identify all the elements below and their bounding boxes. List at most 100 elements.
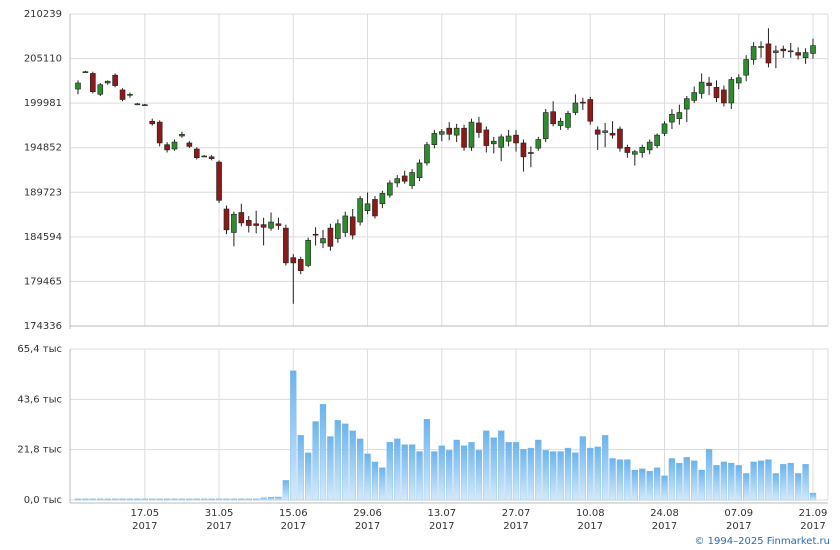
- candle-body: [387, 182, 393, 196]
- candle-body: [179, 133, 185, 137]
- volume-bar: [423, 419, 431, 501]
- candle-body: [142, 104, 148, 107]
- volume-bar: [438, 445, 445, 501]
- candle-body: [208, 156, 215, 159]
- volume-bar: [594, 446, 601, 501]
- x-tick-label: 10.08: [576, 508, 605, 519]
- candle-body: [773, 50, 779, 53]
- candle-body: [253, 223, 259, 226]
- volume-bar: [616, 459, 624, 501]
- volume-bar: [119, 498, 126, 501]
- volume-bar: [668, 458, 676, 501]
- candle-body: [810, 45, 816, 54]
- candle-body: [535, 139, 542, 149]
- candle-body: [438, 131, 445, 135]
- volume-bar: [728, 462, 735, 501]
- volume-bar: [446, 450, 453, 501]
- volume-bar: [802, 464, 809, 501]
- y-tick-label: 43,6 тыс: [17, 394, 62, 405]
- volume-bar: [639, 468, 646, 501]
- volume-bar: [89, 498, 96, 501]
- x-tick-year: 2017: [132, 521, 157, 532]
- volume-bar: [238, 498, 245, 501]
- volume-bar: [253, 498, 260, 501]
- volume-bar: [267, 497, 275, 501]
- candle-body: [602, 130, 608, 133]
- volume-bar: [676, 462, 683, 501]
- candle-body: [112, 74, 118, 86]
- volume-bar: [698, 469, 705, 501]
- volume-bar: [97, 498, 104, 501]
- candle-body: [513, 134, 519, 144]
- volume-bar: [750, 461, 757, 501]
- volume-bar: [713, 465, 720, 501]
- candle-body: [260, 224, 267, 228]
- candle-body: [297, 259, 304, 271]
- volume-bar: [765, 459, 772, 501]
- volume-bar: [512, 442, 520, 501]
- candle-body: [75, 82, 81, 90]
- volume-bar: [305, 452, 312, 501]
- candle-body: [580, 101, 586, 104]
- volume-bar: [631, 469, 638, 501]
- candle-body: [476, 122, 482, 133]
- candle-body: [490, 140, 497, 145]
- x-tick-year: 2017: [503, 521, 528, 532]
- candle-body: [231, 213, 237, 233]
- candle-body: [320, 238, 326, 244]
- volume-bar: [297, 435, 304, 501]
- candle-body: [238, 212, 245, 224]
- volume-bar: [683, 457, 690, 501]
- candle-body: [587, 99, 594, 122]
- volume-bar: [74, 498, 82, 501]
- candle-body: [283, 227, 289, 264]
- candle-body: [245, 219, 252, 226]
- candle-body: [639, 146, 646, 153]
- volume-bar: [334, 420, 341, 501]
- volume-bar: [327, 436, 334, 501]
- candle-body: [119, 89, 126, 100]
- x-tick-year: 2017: [429, 521, 454, 532]
- candle-body: [787, 50, 794, 53]
- volume-bar: [468, 442, 475, 501]
- footer: © 1994–2025 Finmarket.ru: [694, 536, 830, 547]
- candle-body: [728, 79, 735, 104]
- candle-body: [505, 135, 512, 142]
- volume-bar: [601, 435, 609, 501]
- candle-body: [216, 161, 222, 201]
- candle-body: [683, 98, 690, 110]
- candle-body: [698, 81, 705, 94]
- y-tick-label: 0,0 тыс: [24, 495, 62, 506]
- candle-body: [193, 148, 200, 159]
- volume-bar: [564, 447, 572, 501]
- x-tick-label: 24.08: [650, 508, 679, 519]
- volume-bar: [757, 460, 765, 501]
- volume-bar: [126, 498, 134, 501]
- candle-body: [409, 172, 415, 186]
- volume-bar: [550, 451, 557, 501]
- volume-bar: [394, 438, 401, 501]
- x-tick-label: 07.09: [724, 508, 753, 519]
- candle-body: [654, 134, 660, 146]
- y-tick-label: 205110: [24, 54, 62, 65]
- candle-body: [550, 111, 556, 125]
- candle-body: [164, 144, 170, 151]
- volume-bar: [111, 498, 119, 501]
- volume-bar: [705, 449, 713, 501]
- candle-body: [446, 127, 453, 135]
- volume-bar: [401, 444, 408, 501]
- volume-bar: [141, 498, 148, 501]
- candle-body: [335, 223, 341, 239]
- candle-body: [669, 113, 675, 123]
- y-tick-label: 184594: [24, 232, 62, 243]
- candle-body: [676, 112, 683, 119]
- volume-bar: [193, 498, 200, 501]
- volume-bar: [661, 475, 668, 501]
- candle-body: [149, 120, 156, 125]
- volume-bar: [579, 436, 586, 501]
- y-tick-label: 189723: [24, 187, 62, 198]
- candle-body: [735, 77, 742, 84]
- volume-bar: [319, 404, 327, 501]
- candle-body: [171, 141, 178, 150]
